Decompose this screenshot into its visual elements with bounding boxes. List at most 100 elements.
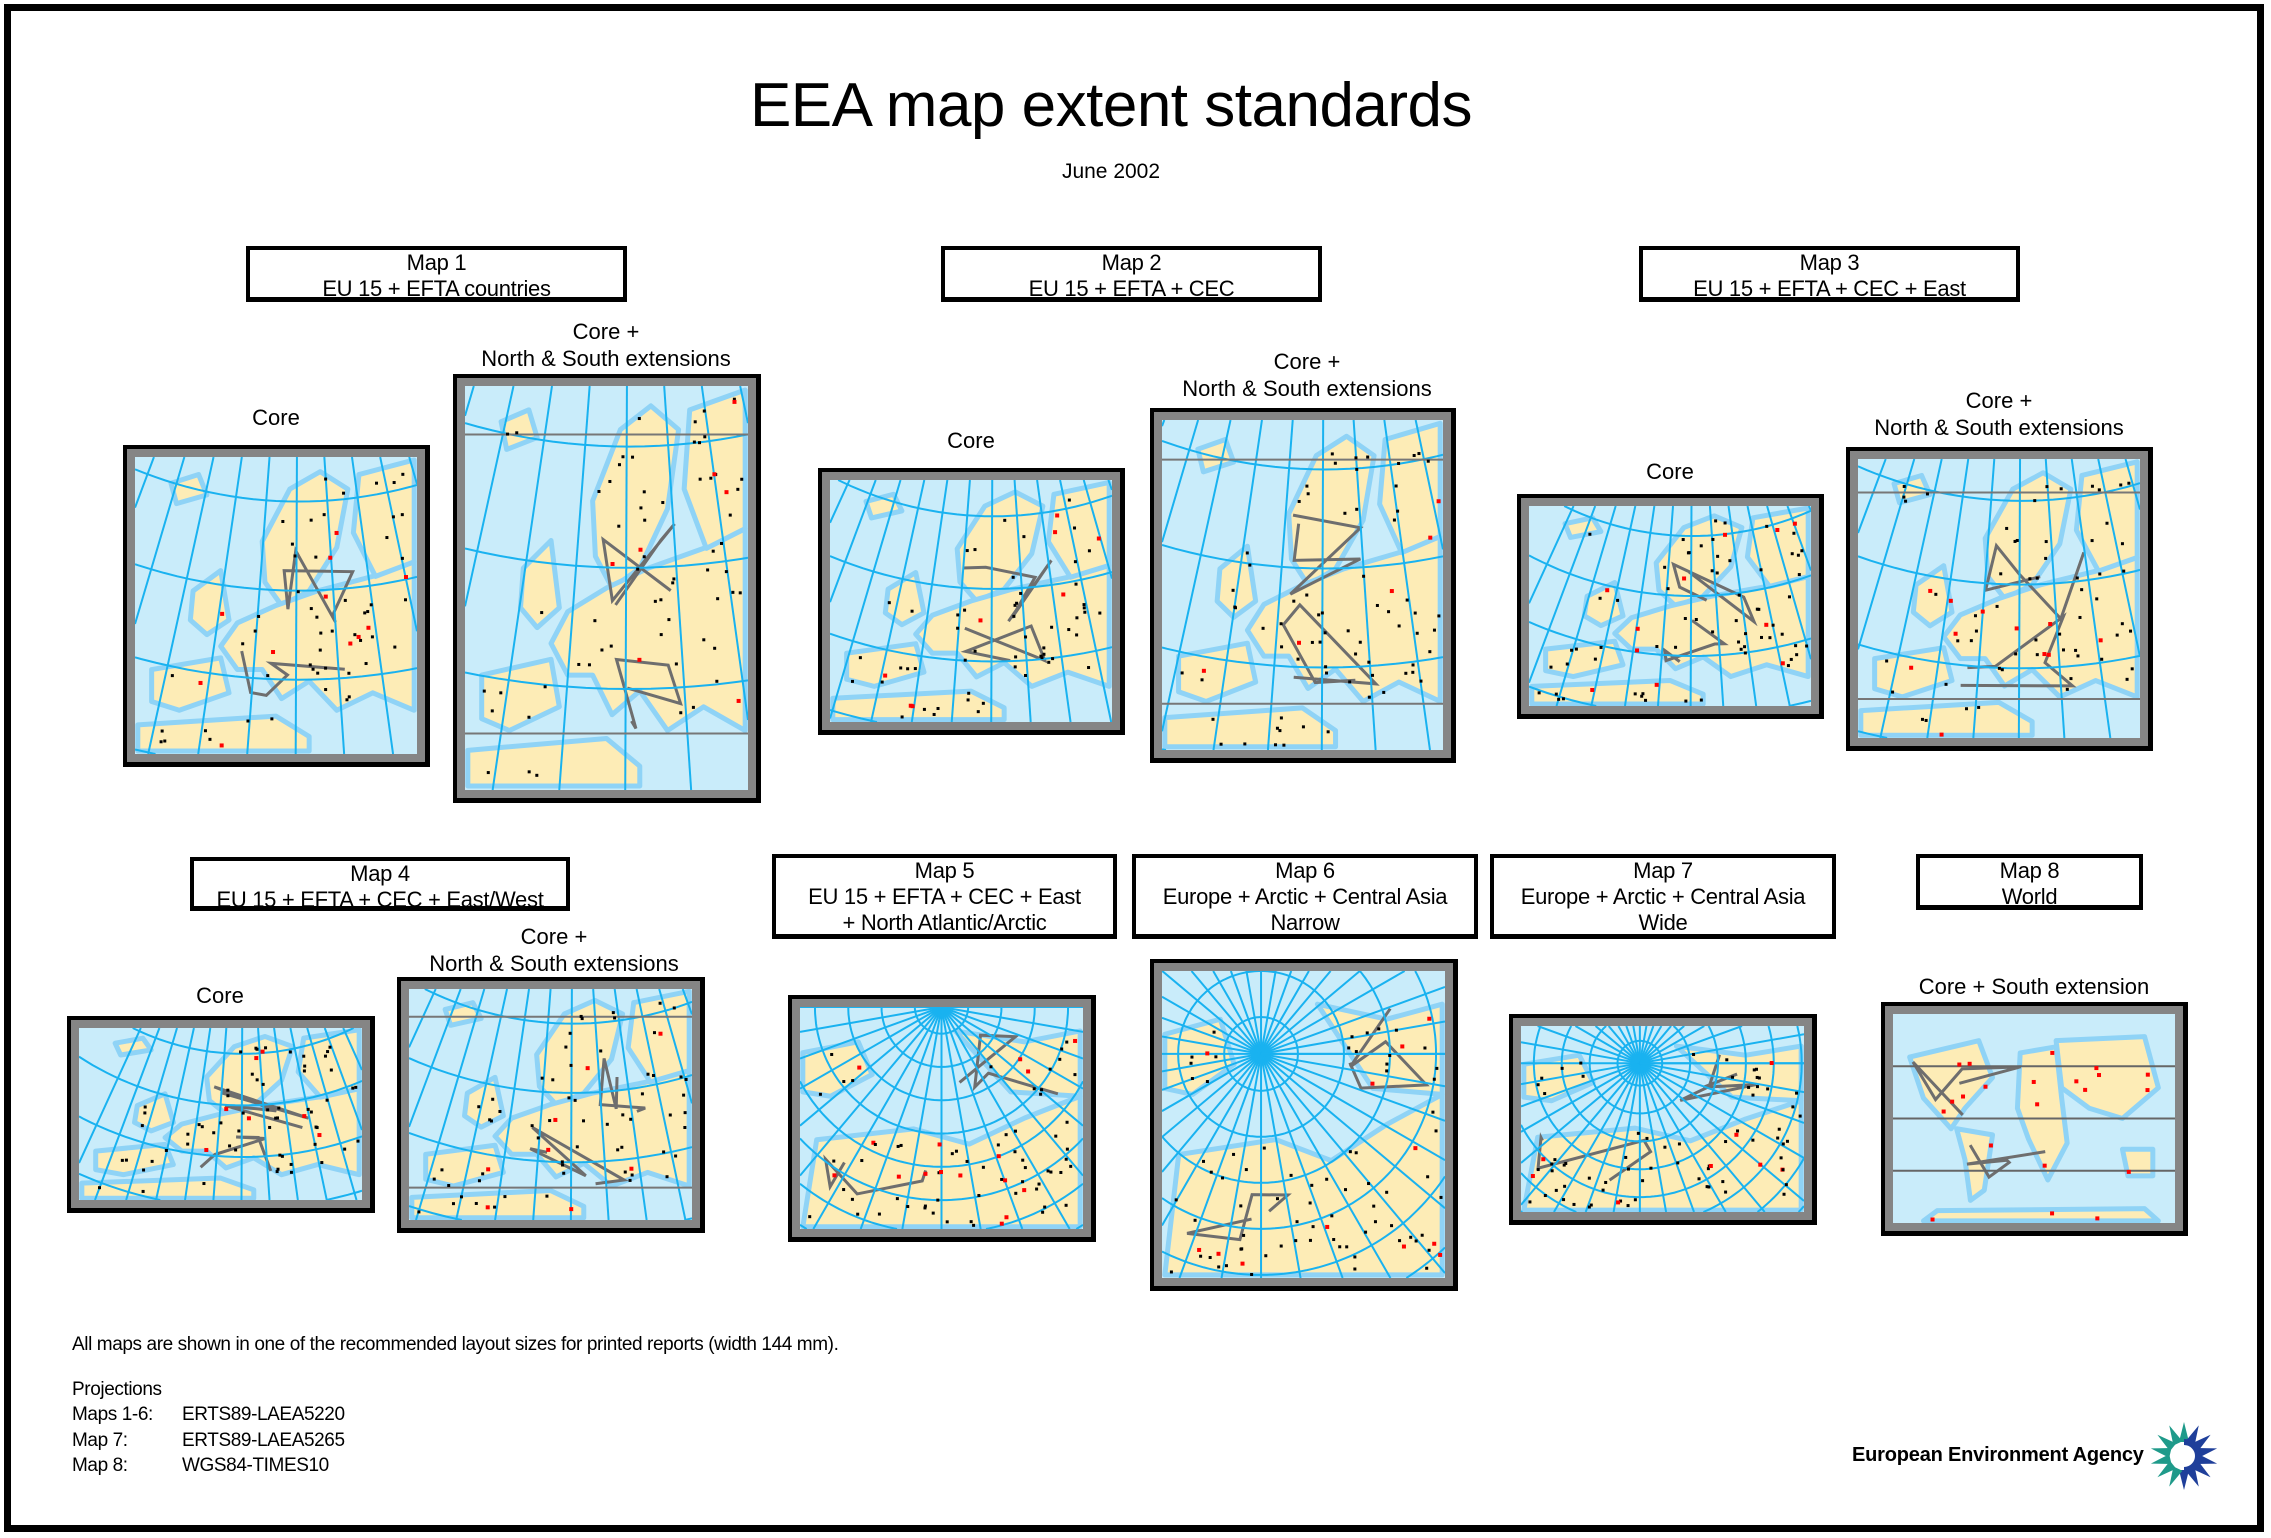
- city-dot: [1434, 1129, 1438, 1133]
- city-dot: [391, 515, 395, 519]
- city-dot: [1297, 499, 1301, 503]
- graticule-meridian: [1162, 420, 1166, 427]
- city-dot: [1562, 1163, 1566, 1167]
- capital-dot: [198, 680, 203, 685]
- city-dot: [1587, 1176, 1591, 1180]
- city-dot: [1699, 544, 1703, 548]
- land-shape: [135, 713, 312, 754]
- city-dot: [1387, 610, 1391, 614]
- city-dot: [319, 631, 323, 635]
- map3-ext-caption: Core + North & South extensions: [1789, 387, 2209, 441]
- city-dot: [363, 611, 367, 615]
- city-dot: [1377, 1027, 1381, 1031]
- capital-dot: [2046, 652, 2051, 657]
- city-dot: [1330, 1214, 1334, 1218]
- projections-heading: Projections: [72, 1379, 162, 1400]
- city-dot: [1924, 718, 1928, 722]
- graticule-meridian: [1639, 1026, 1672, 1064]
- city-dot: [1426, 459, 1430, 463]
- capital-dot: [1941, 1109, 1946, 1114]
- city-dot: [1355, 507, 1359, 511]
- city-dot: [1777, 1127, 1781, 1131]
- city-dot: [1437, 614, 1441, 618]
- city-dot: [311, 667, 315, 671]
- graticule-meridian: [940, 1007, 1024, 1229]
- city-dot: [609, 644, 613, 648]
- graticule-meridian: [1383, 420, 1431, 750]
- city-dot: [1280, 645, 1284, 649]
- city-dot: [1550, 1162, 1554, 1166]
- graticule-parallel: [1529, 685, 1811, 706]
- city-dot: [1432, 1077, 1436, 1081]
- graticule-meridian: [1612, 1063, 1641, 1212]
- city-dot: [2033, 499, 2037, 503]
- city-dot: [1243, 742, 1247, 746]
- graticule-meridian: [1260, 971, 1332, 1055]
- city-dot: [1344, 1188, 1348, 1192]
- city-dot: [560, 1160, 564, 1164]
- country-border: [960, 624, 1048, 664]
- capital-dot: [1988, 1143, 1993, 1148]
- city-dot: [142, 1168, 146, 1172]
- city-dot: [1579, 1061, 1583, 1065]
- map-image: [465, 386, 748, 790]
- capital-dot: [1961, 1094, 1966, 1099]
- land-shape: [168, 472, 210, 507]
- logo-petal: [2157, 1460, 2177, 1478]
- land-shape: [1176, 640, 1259, 704]
- city-dot: [2059, 487, 2063, 491]
- city-dot: [989, 1065, 993, 1069]
- city-dot: [1348, 680, 1352, 684]
- graticule-meridian: [257, 1028, 271, 1200]
- city-dot: [488, 1118, 492, 1122]
- country-border: [213, 1085, 309, 1130]
- graticule-meridian: [1260, 971, 1361, 1055]
- city-dot: [1714, 519, 1718, 523]
- city-dot: [573, 1098, 577, 1102]
- graticule-meridian: [1260, 1053, 1344, 1278]
- city-dot: [1065, 1040, 1069, 1044]
- city-dot: [2090, 539, 2094, 543]
- graticule-meridian: [125, 1028, 178, 1200]
- capital-dot: [1780, 661, 1785, 666]
- city-dot: [1209, 1170, 1213, 1174]
- country-border: [598, 1058, 646, 1113]
- capital-dot: [2095, 1216, 2100, 1221]
- land-shape: [187, 568, 232, 638]
- city-dot: [671, 581, 675, 585]
- graticule-meridian: [1521, 1041, 1641, 1065]
- city-dot: [302, 1054, 306, 1058]
- city-dot: [392, 481, 396, 485]
- city-dot: [629, 1117, 633, 1121]
- city-dot: [715, 679, 719, 683]
- city-dot: [490, 709, 494, 713]
- city-dot: [1244, 1168, 1248, 1172]
- map7-thumbnail: [1509, 1014, 1817, 1225]
- city-dot: [716, 597, 720, 601]
- city-dot: [713, 646, 717, 650]
- capital-dot: [246, 1116, 251, 1121]
- city-dot: [899, 666, 903, 670]
- footnote: All maps are shown in one of the recomme…: [72, 1334, 839, 1355]
- city-dot: [1371, 673, 1375, 677]
- city-dot: [2105, 521, 2109, 525]
- country-border: [601, 522, 676, 606]
- city-dot: [568, 1031, 572, 1035]
- city-dot: [1075, 633, 1079, 637]
- city-dot: [1345, 1245, 1349, 1249]
- city-dot: [950, 1152, 954, 1156]
- city-dot: [1587, 1205, 1591, 1209]
- graticule-meridian: [1059, 480, 1112, 722]
- capital-dot: [939, 1170, 944, 1175]
- graticule-meridian: [1212, 971, 1262, 1055]
- city-dot: [2090, 484, 2094, 488]
- graticule-meridian: [940, 1007, 1071, 1229]
- capital-dot: [1723, 532, 1728, 537]
- map8-thumbnail: [1881, 1002, 2188, 1236]
- city-dot: [631, 455, 635, 459]
- city-dot: [981, 1165, 985, 1169]
- graticule-meridian: [342, 1028, 362, 1071]
- city-dot: [277, 1106, 281, 1110]
- city-dot: [1023, 1166, 1027, 1170]
- caption-line: North & South extensions: [429, 951, 679, 976]
